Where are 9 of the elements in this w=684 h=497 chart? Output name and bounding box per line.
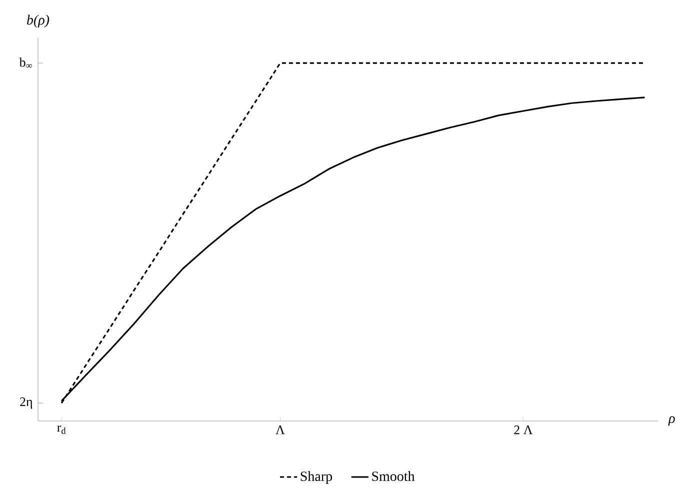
x-tick-label: Λ <box>276 426 285 434</box>
x-tick-label: r$_{d}$ <box>57 426 66 434</box>
x-tick-label: 2 Λ <box>514 426 533 434</box>
text: b$_{∞}$ <box>19 58 32 68</box>
legend-label: Sharp <box>300 471 332 484</box>
y-axis-title: b(ρ) <box>26 14 50 28</box>
x-axis-title: ρ <box>668 416 675 426</box>
text: 2η <box>20 397 32 409</box>
legend-label: Smooth <box>372 471 415 482</box>
